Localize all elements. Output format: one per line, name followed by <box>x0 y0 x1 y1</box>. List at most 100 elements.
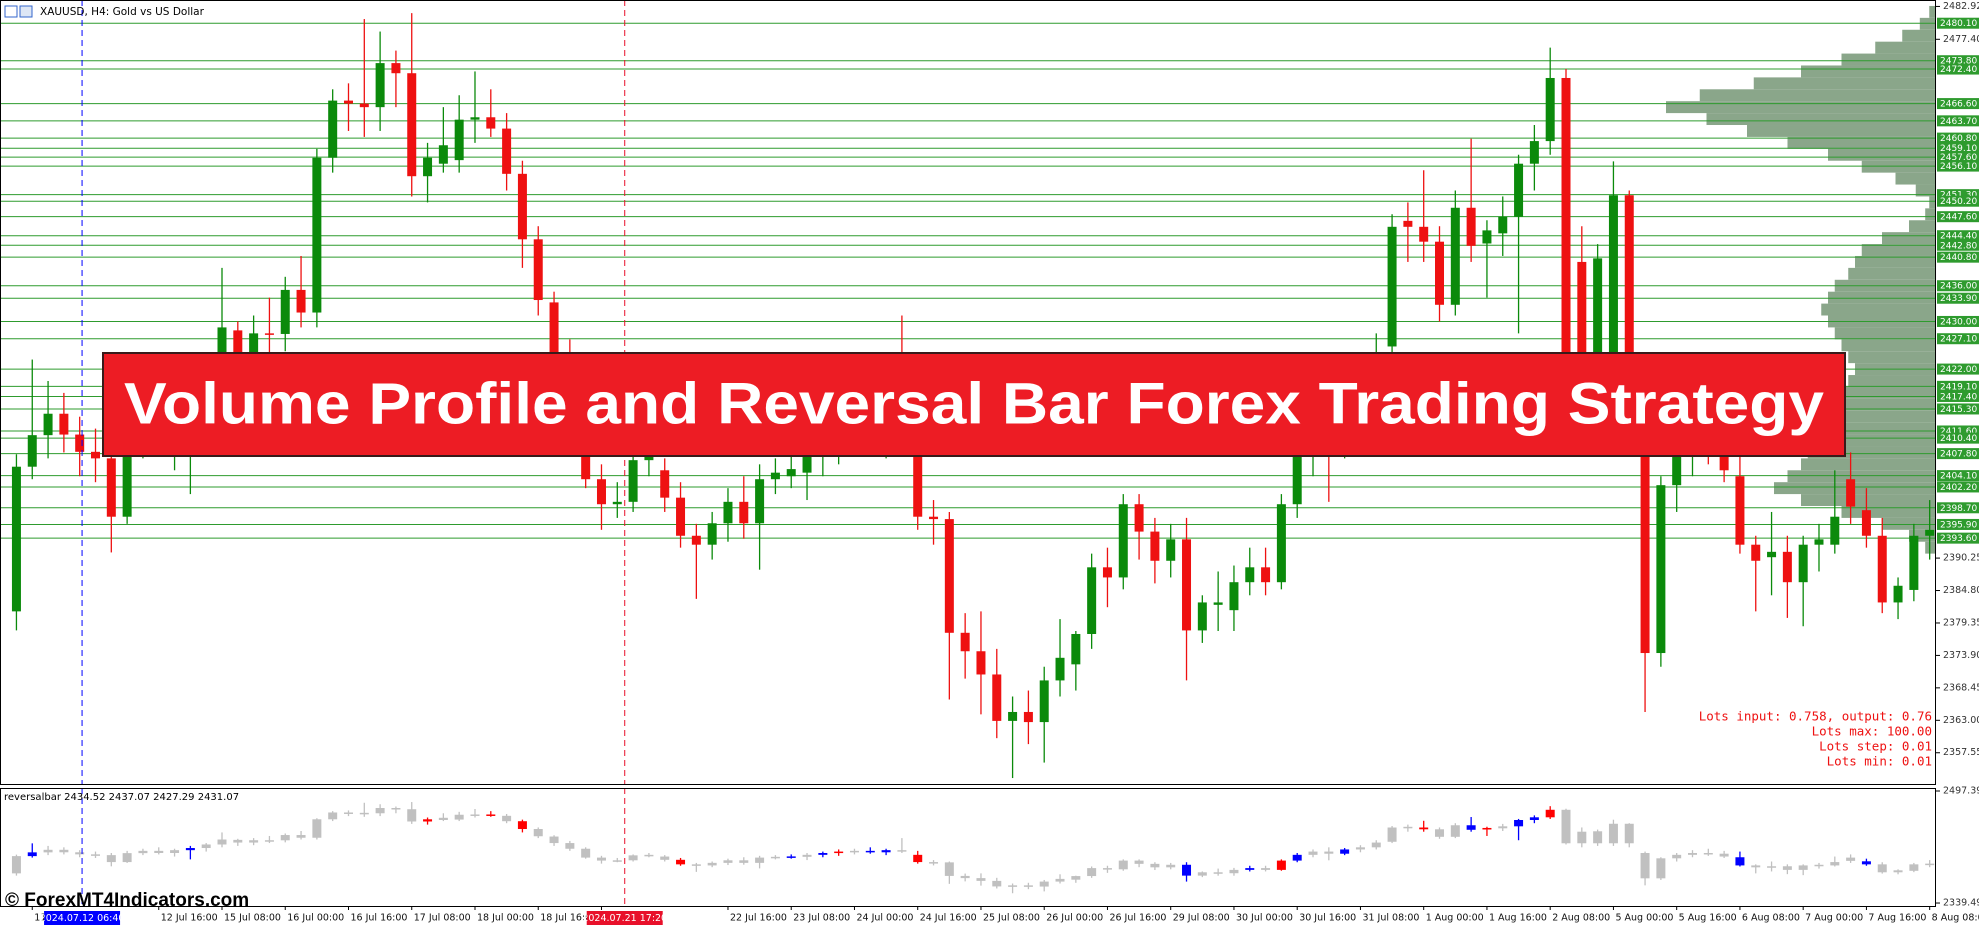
level-label-box <box>1937 390 1979 402</box>
x-tick-label: 26 Jul 16:00 <box>1109 913 1166 924</box>
level-label: 2440.80 <box>1940 253 1977 263</box>
level-label-box <box>1937 432 1979 444</box>
reversal-bar-body <box>1039 881 1049 887</box>
reversal-bar-body <box>1767 866 1777 868</box>
candle-body <box>1909 535 1919 590</box>
level-label-box <box>1937 195 1979 207</box>
reversal-bar-body <box>1514 820 1524 827</box>
reversal-bar-body <box>1656 858 1666 879</box>
volume-profile-bar <box>1875 41 1936 54</box>
level-label-box <box>1937 189 1979 201</box>
icon <box>4 5 18 18</box>
reversal-bar-body <box>1909 864 1919 871</box>
reversal-bar-body <box>533 829 543 837</box>
candle-body <box>233 330 243 354</box>
level-label: 2407.80 <box>1940 450 1977 460</box>
level-label: 2419.10 <box>1940 382 1977 392</box>
reversal-bar-body <box>1055 878 1065 882</box>
volume-profile-bar <box>1821 422 1936 435</box>
volume-profile-bar <box>1841 339 1936 352</box>
reversal-bar-body <box>1419 827 1429 830</box>
reversal-bar-body <box>1846 857 1856 861</box>
candle-body <box>960 632 970 652</box>
reversal-bar-body <box>185 848 195 851</box>
volume-profile-bar <box>1909 220 1936 233</box>
watermark: © ForexMT4Indicators.com <box>5 890 249 911</box>
level-label-box <box>1937 63 1979 75</box>
x-tick-label: 24 Jul 16:00 <box>920 913 977 924</box>
candle-body <box>1814 539 1824 545</box>
candle-body <box>612 501 622 505</box>
reversal-bar-body <box>1087 868 1097 877</box>
reversal-bar-body <box>881 850 891 853</box>
level-label: 2404.10 <box>1940 472 1977 482</box>
candle-body <box>1529 141 1539 164</box>
y-tick-label: 2384.80 <box>1943 585 1979 596</box>
volume-profile-bar <box>1909 529 1936 542</box>
level-label: 2447.60 <box>1940 213 1977 223</box>
level-label-box <box>1937 98 1979 110</box>
reversal-bar-body <box>423 819 433 822</box>
x-tick-label: 1 Aug 16:00 <box>1489 913 1547 924</box>
volume-profile-bar <box>1929 5 1936 18</box>
volume-profile-bar <box>1699 89 1936 102</box>
reversal-bar-body <box>1798 865 1808 870</box>
candle-body <box>1245 567 1255 583</box>
reversal-bar-body <box>849 850 859 853</box>
candle-body <box>1134 504 1144 532</box>
reversal-bar-body <box>660 856 670 860</box>
reversal-bar-body <box>359 812 369 815</box>
candle-body <box>976 651 986 675</box>
reversal-bar-body <box>233 839 243 843</box>
level-label: 2402.20 <box>1940 483 1977 493</box>
x-tick-label: 5 Aug 00:00 <box>1615 913 1673 924</box>
x-tick-label: 16 Jul 00:00 <box>287 913 344 924</box>
reversal-bar-body <box>1498 826 1508 829</box>
info-line: Lots step: 0.01 <box>1819 739 1932 754</box>
x-tick-label: 6 Aug 08:00 <box>1742 913 1800 924</box>
x-tick-label: 2 Aug 08:00 <box>1552 913 1610 924</box>
candle-body <box>1735 476 1745 545</box>
level-label: 2463.70 <box>1940 117 1977 127</box>
candle-body <box>1640 440 1650 654</box>
level-label-box <box>1937 481 1979 493</box>
level-label: 2466.60 <box>1940 100 1977 110</box>
indicator-y-tick-label: 2339.49 <box>1943 898 1979 909</box>
x-tick-label: 1 Aug 00:00 <box>1426 913 1484 924</box>
candle-body <box>1118 504 1128 578</box>
reversal-bar-body <box>549 836 559 844</box>
reversal-bar-body <box>280 835 290 841</box>
reversal-bar-body <box>1450 825 1460 837</box>
candle-body <box>1751 544 1761 561</box>
level-label-box <box>1937 448 1979 460</box>
level-label-box <box>1937 55 1979 67</box>
level-label-box <box>1937 132 1979 144</box>
reversal-bar-body <box>1261 868 1271 870</box>
candle-body <box>786 469 796 477</box>
level-label-box <box>1937 292 1979 304</box>
candle-body <box>328 100 338 158</box>
candle-body <box>407 73 417 177</box>
candle-body <box>770 472 780 480</box>
candle-body <box>486 117 496 129</box>
candle-body <box>628 460 638 502</box>
reversal-bar-body <box>1687 852 1697 855</box>
candle-body <box>1166 539 1176 561</box>
reversal-bar-body <box>992 880 1002 887</box>
reversal-bar-body <box>59 849 69 853</box>
reversal-bar-body <box>1877 864 1887 873</box>
candle-body <box>929 516 939 520</box>
reversal-bar-body <box>1814 864 1824 867</box>
candle-body <box>1861 510 1871 536</box>
level-label: 2433.90 <box>1940 294 1977 304</box>
reversal-bar-body <box>249 840 259 843</box>
banner-title: Volume Profile and Reversal Bar Forex Tr… <box>124 371 1824 436</box>
reversal-bar-body <box>1150 863 1160 868</box>
level-label-box <box>1937 518 1979 530</box>
y-tick-label: 2379.35 <box>1943 617 1979 628</box>
cursor-label-box <box>44 911 121 925</box>
reversal-bar-body <box>486 814 496 816</box>
candle-body <box>992 674 1002 721</box>
level-label-box <box>1937 115 1979 127</box>
reversal-bar-body <box>502 815 512 822</box>
